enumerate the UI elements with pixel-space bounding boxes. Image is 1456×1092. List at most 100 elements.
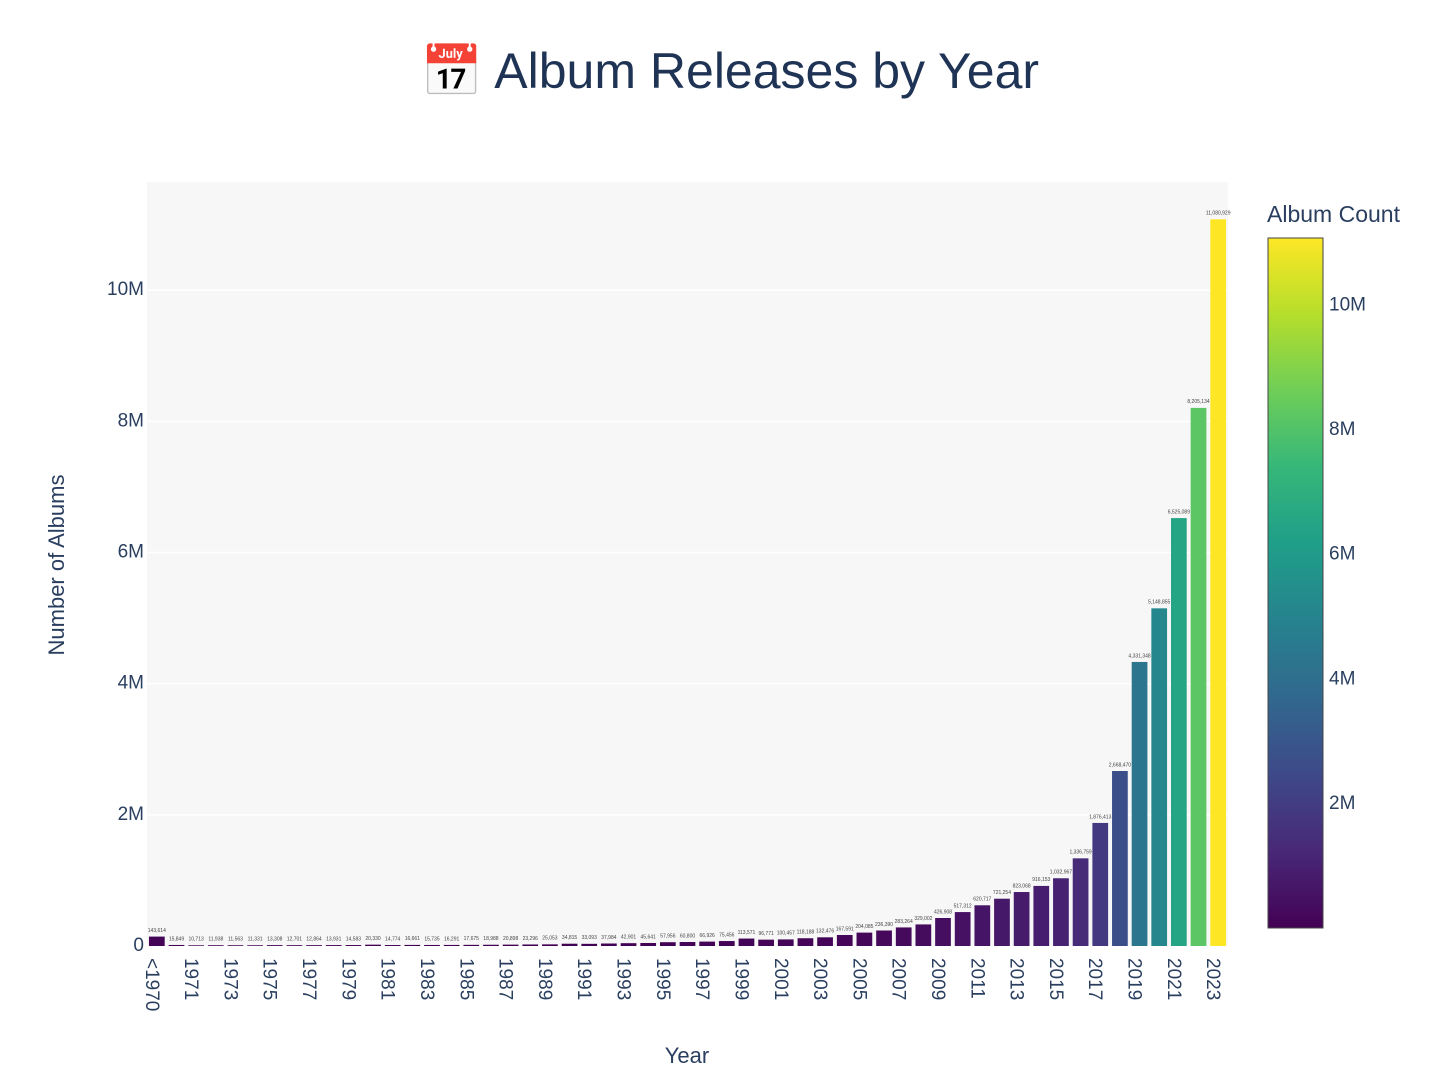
value-label: 721,254 <box>993 890 1011 896</box>
bar <box>188 945 204 946</box>
value-label: 11,563 <box>228 937 243 943</box>
plot-area <box>147 182 1228 946</box>
bar <box>836 935 853 946</box>
bar <box>738 938 755 946</box>
value-label: 66,926 <box>700 933 716 939</box>
bar <box>365 944 381 946</box>
bar <box>620 943 637 946</box>
x-tick-label: 1989 <box>534 958 555 1000</box>
x-tick-label: 2003 <box>809 958 830 1000</box>
value-label: 14,774 <box>385 936 401 942</box>
bar <box>1190 407 1207 946</box>
bar <box>542 944 558 946</box>
x-tick-label: 2023 <box>1202 958 1223 1000</box>
x-tick-label: 2011 <box>966 958 987 999</box>
bar <box>876 930 892 946</box>
y-axis-title: Number of Albums <box>44 475 69 656</box>
bar <box>502 944 519 946</box>
value-label: 16,661 <box>405 936 421 942</box>
colorbar-tick-label: 2M <box>1329 793 1355 814</box>
value-label: 20,898 <box>503 936 519 942</box>
value-label: 45,641 <box>641 934 657 940</box>
value-label: 42,901 <box>621 935 637 941</box>
value-label: 18,988 <box>483 936 499 942</box>
value-label: 517,312 <box>954 903 972 909</box>
value-label: 13,931 <box>326 936 342 942</box>
y-tick-label: 0 <box>133 935 144 956</box>
value-label: 113,571 <box>738 930 756 936</box>
bar <box>1072 858 1089 946</box>
x-tick-label: 1993 <box>613 958 634 1000</box>
bar <box>1171 518 1187 946</box>
value-label: 426,908 <box>934 909 952 915</box>
x-tick-label: 2019 <box>1124 958 1145 1000</box>
bar <box>1033 885 1050 946</box>
bar <box>522 944 539 946</box>
x-tick-label: 1987 <box>495 958 516 1000</box>
value-label: 167,591 <box>836 926 854 932</box>
value-label: 118,188 <box>797 930 815 936</box>
value-label: 15,849 <box>169 936 185 942</box>
value-label: 1,032,967 <box>1050 870 1072 876</box>
bar <box>856 932 873 946</box>
value-label: 1,876,413 <box>1089 814 1111 820</box>
value-label: 2,668,470 <box>1109 762 1131 768</box>
bar <box>915 924 932 946</box>
x-tick-label: 2007 <box>888 958 909 1000</box>
bar <box>325 945 342 946</box>
value-label: 4,331,348 <box>1128 653 1150 659</box>
value-label: 823,068 <box>1013 883 1031 889</box>
value-label: 96,771 <box>758 931 774 937</box>
bar <box>266 945 283 946</box>
value-label: 100,457 <box>777 931 795 937</box>
x-tick-label: 2013 <box>1006 958 1027 1000</box>
x-tick-label: 2001 <box>770 958 791 1000</box>
bar <box>384 945 401 946</box>
value-label: 37,984 <box>601 935 617 941</box>
bar <box>463 944 480 946</box>
bar <box>561 943 578 946</box>
bar <box>699 941 716 946</box>
x-tick-label: 2009 <box>927 958 948 1000</box>
value-label: 11,938 <box>208 937 223 943</box>
bar <box>306 945 322 946</box>
value-label: 16,291 <box>444 936 460 942</box>
value-label: 620,717 <box>973 897 991 903</box>
y-tick-label: 6M <box>118 542 144 563</box>
bar <box>659 942 676 946</box>
value-label: 15,735 <box>424 936 440 942</box>
value-label: 14,583 <box>346 936 362 942</box>
x-tick-label: 1999 <box>730 958 751 1000</box>
x-tick-label: 1983 <box>416 958 437 1000</box>
colorbar-tick-label: 10M <box>1329 294 1366 315</box>
bar <box>1112 771 1128 946</box>
colorbar-tick-label: 4M <box>1329 668 1355 689</box>
bar <box>954 912 971 946</box>
bar <box>777 939 794 946</box>
colorbar-title: Album Count <box>1267 201 1401 227</box>
x-tick-label: 1981 <box>377 958 398 1000</box>
bar <box>1131 661 1148 946</box>
bar <box>1151 608 1168 946</box>
colorbar <box>1267 237 1324 929</box>
y-tick-label: 10M <box>107 279 144 300</box>
value-label: 8,205,134 <box>1187 399 1209 405</box>
value-label: 11,080,929 <box>1206 211 1231 217</box>
value-label: 5,148,855 <box>1148 600 1170 606</box>
colorbar-tick-label: 6M <box>1329 544 1355 565</box>
x-tick-label: 1991 <box>573 958 594 1000</box>
x-tick-label: 1995 <box>652 958 673 1000</box>
value-label: 23,296 <box>523 936 539 942</box>
value-label: 916,153 <box>1032 877 1050 883</box>
bar <box>345 945 362 946</box>
bar <box>758 939 774 946</box>
value-label: 1,336,759 <box>1069 850 1091 856</box>
x-tick-label: 1997 <box>691 958 712 1000</box>
bar <box>994 898 1010 946</box>
value-label: 25,053 <box>542 936 558 942</box>
y-tick-label: 2M <box>118 804 144 825</box>
value-label: 17,675 <box>464 936 480 942</box>
bar <box>227 945 244 946</box>
value-label: 283,264 <box>895 919 913 925</box>
bar <box>404 944 421 946</box>
